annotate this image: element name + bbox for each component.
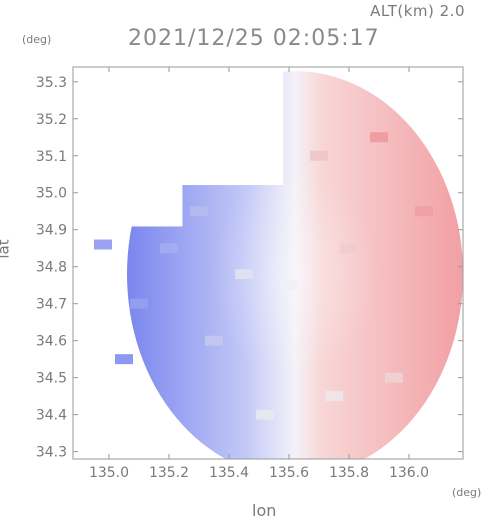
velocity-cell <box>235 269 253 280</box>
velocity-cell <box>310 150 328 161</box>
velocity-cell <box>160 243 178 254</box>
x-tick-label: 135.2 <box>149 465 189 481</box>
velocity-cell <box>130 298 148 309</box>
x-tick-label: 135.0 <box>89 465 129 481</box>
velocity-field-center <box>211 170 379 378</box>
y-tick-label: 34.7 <box>36 297 67 313</box>
y-tick-label: 35.0 <box>36 186 67 202</box>
y-tick-label: 35.3 <box>36 75 67 91</box>
velocity-cell <box>94 239 112 250</box>
x-tick-label: 135.4 <box>209 465 249 481</box>
altitude-label: ALT(km) 2.0 <box>370 2 465 20</box>
no-echo-region <box>123 67 284 186</box>
x-tick-label: 136.0 <box>389 465 429 481</box>
y-tick-label: 35.1 <box>36 149 67 165</box>
plot-area <box>94 67 463 459</box>
timestamp-title: 2021/12/25 02:05:17 <box>128 26 380 51</box>
y-tick-label: 34.5 <box>36 371 67 387</box>
velocity-cell <box>325 391 343 402</box>
axis-ticks: 135.0 135.2 135.4 135.6 135.8 136.0 34.3 34.4 34… <box>36 67 463 481</box>
y-tick-label: 34.8 <box>36 260 67 276</box>
y-tick-label: 34.6 <box>36 334 67 350</box>
no-echo-region <box>118 180 183 227</box>
x-unit-label: (deg) <box>452 486 482 499</box>
velocity-cell <box>340 243 358 254</box>
x-axis-label: lon <box>252 501 277 520</box>
velocity-cell <box>205 335 223 346</box>
x-tick-label: 135.6 <box>269 465 309 481</box>
velocity-cell <box>370 132 388 143</box>
velocity-cell <box>190 206 208 217</box>
velocity-cell <box>385 372 403 383</box>
y-tick-label: 35.2 <box>36 112 67 128</box>
plot-frame <box>72 66 464 460</box>
y-tick-label: 34.4 <box>36 408 67 424</box>
velocity-cell <box>115 354 133 365</box>
velocity-cell <box>280 280 298 291</box>
velocity-cell <box>415 206 433 217</box>
velocity-cell <box>256 409 274 420</box>
y-tick-label: 34.9 <box>36 223 67 239</box>
y-tick-label: 34.3 <box>36 445 67 461</box>
x-tick-label: 135.8 <box>329 465 369 481</box>
y-unit-label: (deg) <box>22 33 52 46</box>
